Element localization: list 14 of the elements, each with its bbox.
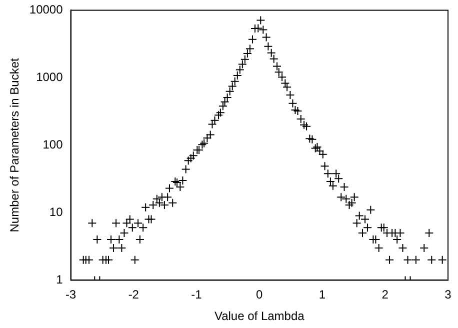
- x-tick-label: 1: [318, 288, 326, 302]
- x-tick-label: 2: [382, 288, 389, 302]
- y-tick-label: 10: [49, 205, 64, 220]
- x-tick-label: -3: [65, 288, 76, 302]
- y-tick-label: 100: [42, 138, 64, 152]
- y-tick-label: 1000: [36, 70, 64, 84]
- x-tick-label: 3: [444, 288, 452, 302]
- y-tick-label: 1: [56, 272, 64, 287]
- y-axis-title: Number of Parameters in Bucket: [8, 58, 22, 232]
- y-tick-label: 10000: [29, 2, 64, 17]
- x-tick-label: -2: [128, 288, 140, 302]
- x-tick-label: 0: [256, 288, 264, 302]
- x-axis-title: Value of Lambda: [214, 309, 305, 324]
- x-tick-label: -1: [191, 288, 202, 302]
